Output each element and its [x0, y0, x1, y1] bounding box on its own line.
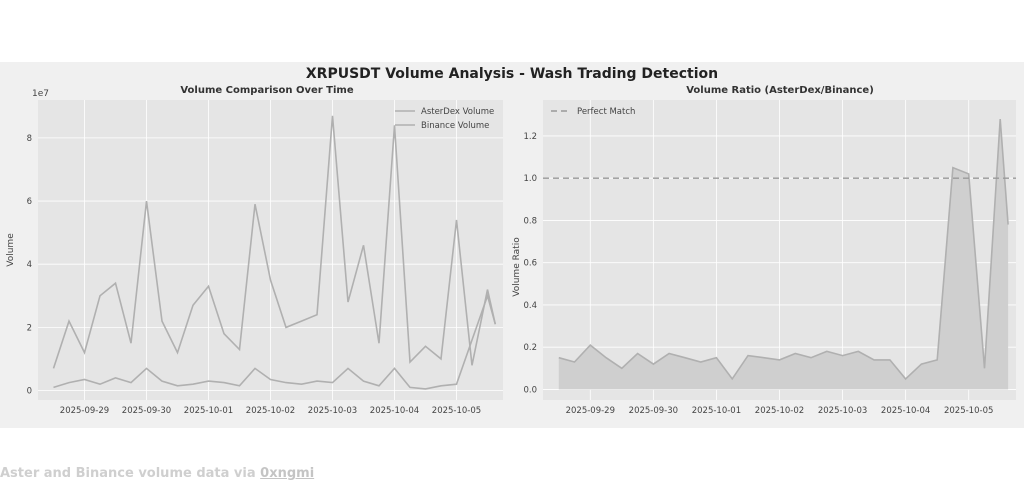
- legend-entry: Binance Volume: [421, 121, 489, 131]
- volume-comparison-panel: Volume Comparison Over Time 1e7 Volume 0…: [6, 85, 503, 416]
- y-tick-label: 0.0: [523, 385, 537, 395]
- ratio-y-axis-label: Volume Ratio: [512, 237, 522, 297]
- volume-chart-title: Volume Comparison Over Time: [180, 85, 353, 96]
- ratio-chart-title: Volume Ratio (AsterDex/Binance): [686, 85, 874, 96]
- ratio-area: [558, 119, 1009, 390]
- x-tick-label: 2025-10-01: [692, 406, 741, 416]
- image-caption: Aster and Binance volume data via 0xngmi: [0, 466, 314, 481]
- x-tick-label: 2025-10-04: [370, 406, 419, 416]
- y-tick-label: 1.0: [523, 174, 537, 184]
- x-tick-label: 2025-10-03: [308, 406, 357, 416]
- legend-entry: Perfect Match: [577, 107, 635, 117]
- legend-entry: AsterDex Volume: [421, 107, 494, 117]
- x-tick-label: 2025-10-05: [944, 406, 993, 416]
- y-tick-label: 6: [27, 197, 32, 207]
- series-line-volume-ratio: [558, 118, 1009, 381]
- y-tick-label: 0: [27, 387, 32, 397]
- y-tick-label: 4: [27, 260, 32, 270]
- x-tick-label: 2025-10-05: [432, 406, 481, 416]
- caption-text: Aster and Binance volume data via: [0, 466, 261, 481]
- figure-title: XRPUSDT Volume Analysis - Wash Trading D…: [306, 66, 718, 82]
- chart-canvas: XRPUSDT Volume Analysis - Wash Trading D…: [6, 66, 1016, 416]
- x-tick-label: 2025-10-01: [184, 406, 233, 416]
- chart-figure: XRPUSDT Volume Analysis - Wash Trading D…: [0, 62, 1024, 428]
- y-tick-label: 0.4: [523, 301, 537, 311]
- volume-scale-label: 1e7: [32, 89, 49, 99]
- x-tick-label: 2025-10-02: [246, 406, 295, 416]
- y-tick-label: 8: [27, 134, 32, 144]
- x-tick-label: 2025-10-04: [881, 406, 930, 416]
- x-tick-label: 2025-09-29: [60, 406, 109, 416]
- y-tick-label: 2: [27, 323, 32, 333]
- x-tick-label: 2025-10-03: [818, 406, 867, 416]
- x-tick-label: 2025-09-30: [629, 406, 678, 416]
- y-tick-label: 0.2: [523, 343, 537, 353]
- x-tick-label: 2025-10-02: [755, 406, 804, 416]
- y-tick-label: 0.8: [523, 216, 537, 226]
- volume-y-axis-label: Volume: [6, 233, 16, 267]
- series-line-asterdex-volume: [53, 293, 497, 390]
- caption-source-link[interactable]: 0xngmi: [260, 466, 315, 481]
- x-tick-label: 2025-09-30: [122, 406, 171, 416]
- series-line-binance-volume: [52, 115, 497, 369]
- volume-ratio-panel: Volume Ratio (AsterDex/Binance) Volume R…: [512, 85, 1016, 416]
- y-tick-label: 1.2: [523, 132, 537, 142]
- x-tick-label: 2025-09-29: [566, 406, 615, 416]
- y-tick-label: 0.6: [523, 259, 537, 269]
